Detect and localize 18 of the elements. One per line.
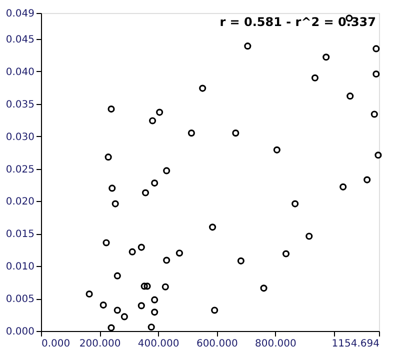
x-tick-label: 600.000 bbox=[196, 338, 238, 350]
y-tick-label: 0.045 bbox=[6, 34, 34, 46]
y-tick-label: 0.035 bbox=[6, 99, 34, 110]
y-tick-label: 0.040 bbox=[6, 66, 34, 78]
x-tick-label: 200.000 bbox=[79, 338, 121, 350]
y-tick-label: 0.020 bbox=[6, 196, 34, 208]
y-tick-label: 0.049 bbox=[6, 8, 34, 20]
x-tick-label: 800.000 bbox=[254, 338, 296, 350]
y-tick-label: 0.025 bbox=[6, 164, 34, 176]
x-tick-label: 0.000 bbox=[42, 338, 70, 350]
y-tick-label: 0.010 bbox=[6, 262, 34, 273]
y-tick-label: 0.000 bbox=[6, 326, 34, 338]
annotation: r = 0.581 - r^2 = 0.337 bbox=[220, 15, 376, 29]
y-tick-label: 0.030 bbox=[6, 132, 34, 143]
x-tick-label: 1154.694 bbox=[332, 338, 380, 350]
x-tick-label: 400.000 bbox=[138, 338, 180, 350]
y-tick-label: 0.005 bbox=[6, 294, 34, 306]
y-tick-label: 0.015 bbox=[6, 229, 34, 240]
